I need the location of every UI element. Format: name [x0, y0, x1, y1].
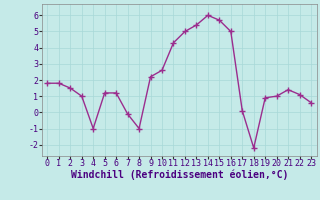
X-axis label: Windchill (Refroidissement éolien,°C): Windchill (Refroidissement éolien,°C)	[70, 170, 288, 180]
